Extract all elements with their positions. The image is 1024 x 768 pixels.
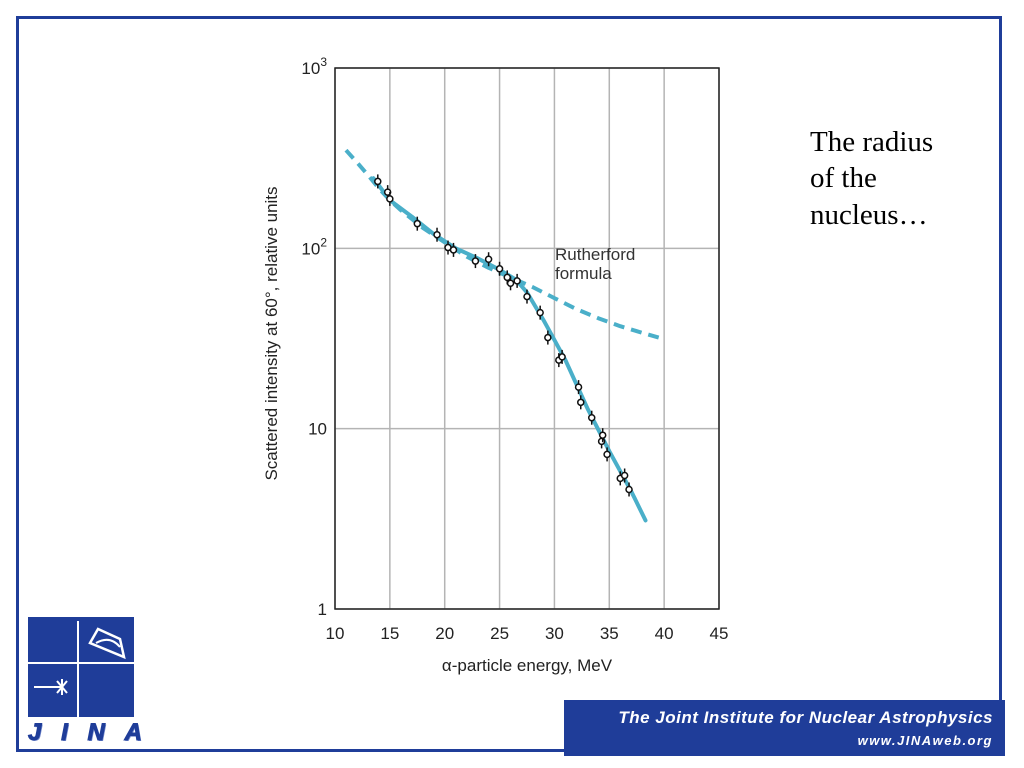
- slide-side-text: The radius of the nucleus…: [810, 126, 934, 231]
- data-point-marker: [603, 450, 611, 459]
- data-point-marker: [587, 413, 596, 422]
- data-point: [484, 252, 493, 267]
- x-axis-label: α-particle energy, MeV: [442, 656, 613, 675]
- x-tick-label: 35: [600, 624, 619, 643]
- data-point: [449, 242, 458, 257]
- data-point-marker: [471, 257, 480, 265]
- y-tick-label: 103: [301, 55, 327, 78]
- measured-fit-curve: [371, 176, 648, 523]
- chart-curves: [344, 148, 660, 523]
- y-tick-base: 10: [301, 239, 320, 258]
- y-axis-label: Scattered intensity at 60°, relative uni…: [262, 186, 281, 480]
- annotation-line: Rutherford: [555, 245, 635, 264]
- y-tick-label: 102: [301, 235, 327, 258]
- data-point: [374, 174, 382, 189]
- data-point: [587, 410, 596, 425]
- jina-logo: J I N A: [27, 617, 142, 747]
- data-point: [386, 191, 394, 206]
- annotation-line: formula: [555, 264, 612, 283]
- data-point-marker: [374, 177, 382, 186]
- banner-url: www.JINAweb.org: [857, 733, 993, 748]
- data-point: [433, 227, 441, 242]
- logo-letter: I: [61, 719, 69, 747]
- data-point: [413, 216, 422, 231]
- data-point-marker: [433, 230, 441, 239]
- data-point-marker: [577, 398, 585, 407]
- x-tick-label: 30: [545, 624, 564, 643]
- data-point: [536, 305, 544, 320]
- jina-logo-icon: [28, 617, 134, 717]
- x-tick-label: 25: [490, 624, 509, 643]
- data-point-marker: [523, 292, 531, 301]
- data-point-marker: [484, 255, 493, 263]
- y-tick-label: 10: [308, 420, 327, 439]
- chart-grid: [334, 67, 720, 610]
- data-point: [506, 276, 515, 291]
- x-tick-label: 40: [655, 624, 674, 643]
- x-tick-label: 10: [326, 624, 345, 643]
- y-tick-base: 1: [318, 600, 327, 619]
- y-tick-base: 10: [301, 59, 320, 78]
- x-tick-label: 15: [380, 624, 399, 643]
- data-point: [471, 254, 480, 269]
- data-point: [495, 261, 504, 276]
- logo-letter: N: [87, 719, 105, 747]
- data-point: [603, 447, 611, 462]
- data-point-marker: [495, 265, 504, 273]
- data-point-marker: [544, 333, 552, 342]
- data-point-marker: [513, 277, 521, 285]
- data-point-marker: [597, 437, 606, 446]
- rutherford-formula-annotation: Rutherford formula: [555, 245, 640, 283]
- data-point-marker: [449, 246, 458, 254]
- data-point-marker: [558, 353, 566, 361]
- data-point: [598, 428, 607, 443]
- banner-title: The Joint Institute for Nuclear Astrophy…: [618, 708, 993, 727]
- data-point: [523, 289, 531, 304]
- data-point: [620, 468, 629, 483]
- data-point-marker: [536, 308, 544, 317]
- data-point-marker: [620, 471, 629, 480]
- y-tick-base: 10: [308, 420, 327, 439]
- y-tick-exponent: 2: [320, 235, 327, 249]
- chart-data-points: [374, 174, 633, 497]
- slide-frame: [16, 16, 1002, 752]
- data-point-marker: [503, 273, 512, 282]
- data-point: [544, 330, 552, 345]
- rutherford-formula-curve: [344, 148, 660, 340]
- data-point: [577, 395, 585, 410]
- data-point-marker: [625, 485, 633, 494]
- data-point-marker: [386, 195, 394, 203]
- logo-letter: A: [124, 719, 142, 747]
- data-point-marker: [574, 383, 583, 391]
- x-tick-label: 45: [710, 624, 729, 643]
- x-tick-label: 20: [435, 624, 454, 643]
- jina-logo-letters: J I N A: [27, 719, 142, 747]
- y-tick-exponent: 3: [320, 55, 327, 69]
- plot-area-frame: [334, 67, 720, 610]
- data-point: [513, 273, 521, 288]
- data-point-marker: [506, 279, 515, 288]
- jina-banner: The Joint Institute for Nuclear Astrophy…: [564, 700, 1005, 756]
- y-tick-label: 1: [318, 600, 327, 619]
- data-point-marker: [598, 431, 607, 439]
- data-point: [625, 482, 633, 497]
- data-point: [574, 380, 583, 395]
- data-point-marker: [413, 219, 422, 228]
- data-point: [558, 349, 566, 364]
- logo-letter: J: [27, 719, 42, 747]
